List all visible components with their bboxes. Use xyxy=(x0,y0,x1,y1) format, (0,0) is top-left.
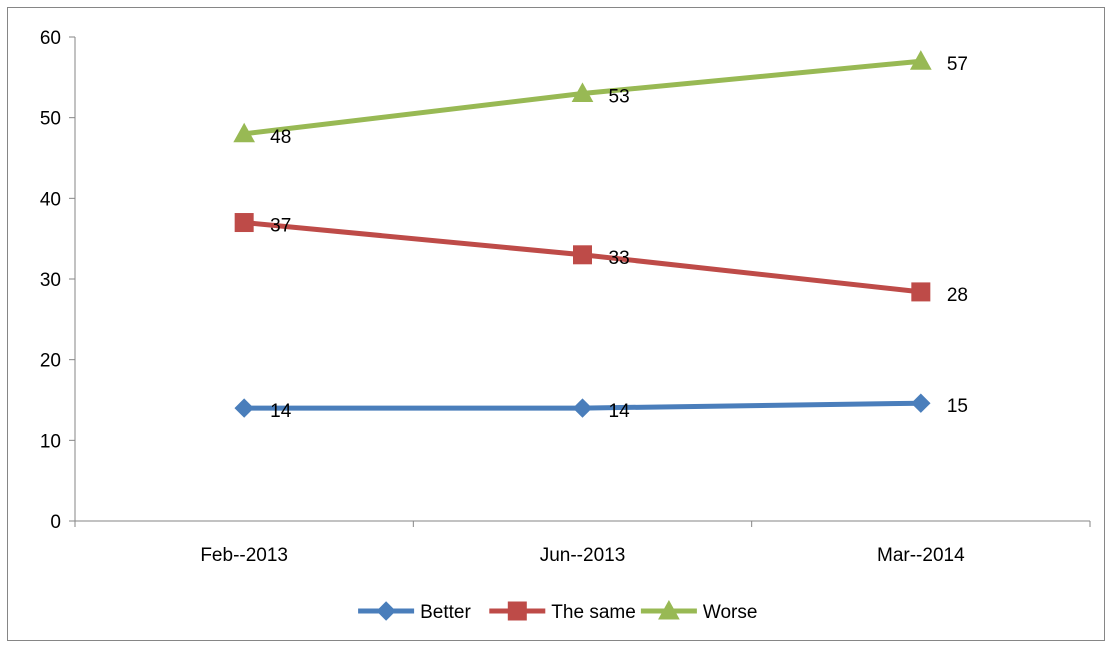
y-tick-label: 40 xyxy=(40,189,61,210)
x-tick-label: Mar--2014 xyxy=(877,545,965,566)
legend-marker-better xyxy=(376,601,396,621)
legend-marker-worse xyxy=(658,599,680,620)
data-label-worse: 57 xyxy=(947,54,968,75)
data-point-the-same xyxy=(234,213,254,233)
data-point-worse xyxy=(909,50,932,70)
data-label-worse: 53 xyxy=(609,86,630,107)
data-point-worse xyxy=(233,122,256,143)
legend-marker-the-same xyxy=(507,601,527,621)
x-tick-label: Jun--2013 xyxy=(540,545,626,566)
data-label-better: 14 xyxy=(270,401,292,422)
data-label-worse: 48 xyxy=(270,127,291,148)
legend-label-better: Better xyxy=(420,602,471,623)
data-label-the-same: 33 xyxy=(609,248,630,269)
data-point-better xyxy=(572,398,593,418)
data-label-the-same: 37 xyxy=(270,216,291,237)
chart-frame xyxy=(7,7,1105,641)
y-tick-label: 50 xyxy=(40,109,61,130)
data-point-the-same xyxy=(911,282,931,302)
y-tick-label: 20 xyxy=(40,351,61,372)
data-label-better: 15 xyxy=(947,396,968,417)
legend-label-worse: Worse xyxy=(703,602,758,623)
data-label-better: 14 xyxy=(609,401,631,422)
x-tick-label: Feb--2013 xyxy=(200,545,288,566)
y-tick-label: 30 xyxy=(40,270,61,291)
y-tick-label: 10 xyxy=(40,431,61,452)
data-label-the-same: 28 xyxy=(947,285,968,306)
data-point-worse xyxy=(571,82,594,102)
y-tick-label: 0 xyxy=(50,512,61,533)
y-tick-label: 60 xyxy=(40,28,61,49)
data-point-the-same xyxy=(573,245,592,265)
data-point-better xyxy=(234,398,254,418)
legend-label-the-same: The same xyxy=(551,602,635,623)
data-point-better xyxy=(911,393,931,413)
